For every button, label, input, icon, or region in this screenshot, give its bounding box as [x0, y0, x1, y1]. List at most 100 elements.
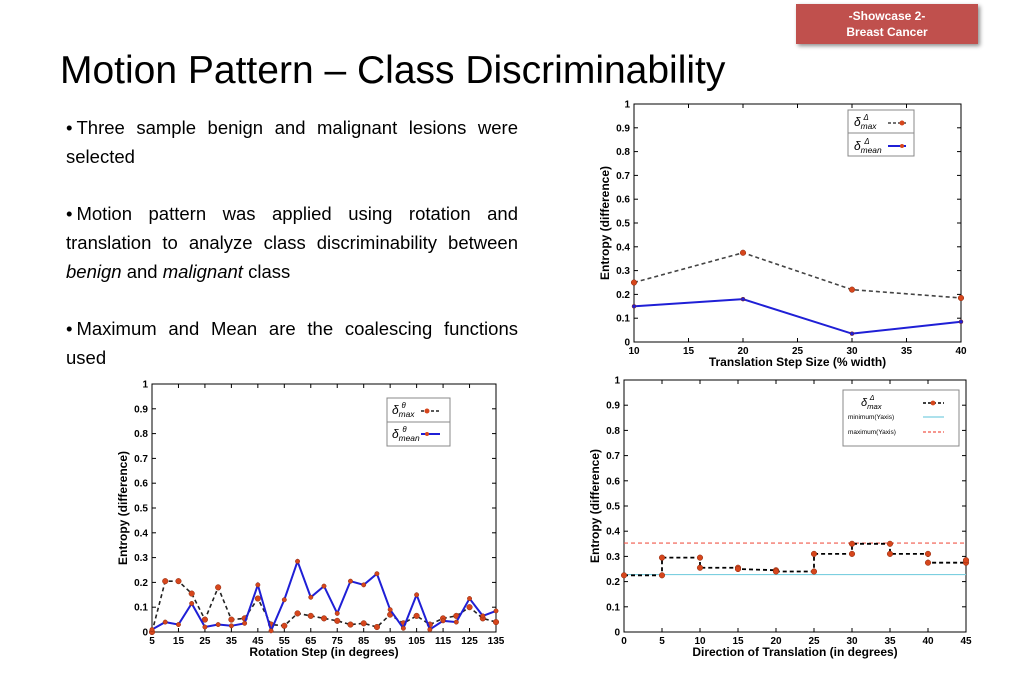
data-point: [658, 554, 666, 561]
x-tick-label: 125: [461, 636, 478, 647]
data-point: [175, 578, 182, 585]
x-tick-label: 75: [332, 636, 344, 647]
x-tick-label: 20: [737, 346, 749, 357]
x-tick-label: 85: [358, 636, 370, 647]
data-point: [188, 590, 195, 597]
data-point: [620, 572, 628, 579]
data-point: [631, 304, 637, 309]
data-point: [493, 608, 499, 614]
y-tick-label: 0.1: [606, 602, 620, 613]
x-tick-label: 35: [901, 346, 913, 357]
x-tick-label: 20: [770, 636, 782, 647]
y-tick-label: 0.7: [134, 454, 148, 465]
x-tick-label: 40: [955, 346, 967, 357]
x-axis-label: Direction of Translation (in degrees): [692, 645, 897, 659]
y-tick-label: 0.4: [616, 242, 630, 253]
data-point: [414, 592, 420, 598]
data-point: [373, 623, 380, 631]
bullet-emphasis: malignant: [162, 261, 243, 282]
x-tick-label: 5: [149, 636, 155, 647]
y-tick-label: 0.3: [606, 552, 620, 563]
y-tick-label: 0.7: [606, 451, 620, 462]
data-point: [215, 622, 221, 628]
showcase-badge: -Showcase 2- Breast Cancer: [796, 4, 978, 44]
bullet-item: • Maximum and Mean are the coalescing fun…: [66, 318, 518, 368]
x-tick-label: 25: [808, 636, 820, 647]
rotation-step-chart: 00.10.20.30.40.50.60.70.80.915 15 25 35 45 55…: [116, 380, 504, 660]
slide-title: Motion Pattern – Class Discriminability: [60, 49, 726, 92]
data-point: [374, 571, 380, 577]
data-point: [658, 572, 666, 579]
x-axis-label: Rotation Step (in degrees): [249, 645, 398, 659]
data-point: [962, 557, 970, 564]
data-point: [242, 620, 248, 626]
x-tick-label: 35: [884, 636, 896, 647]
legend-label: maximum(Yaxis): [848, 429, 896, 436]
series-max: [148, 578, 500, 636]
data-point: [281, 597, 287, 603]
data-point: [440, 618, 446, 624]
data-point: [427, 627, 433, 632]
y-tick-label: 0.5: [616, 219, 630, 230]
data-point: [176, 622, 181, 628]
data-point: [255, 582, 261, 588]
data-point: [492, 619, 500, 626]
legend-marker: [425, 432, 429, 436]
y-tick-label: 1: [614, 376, 620, 387]
x-tick-label: 30: [846, 346, 858, 357]
y-tick-label: 1: [142, 380, 148, 391]
data-point: [308, 594, 314, 600]
x-tick-label: 105: [408, 636, 425, 647]
x-tick-label: 40: [922, 636, 934, 647]
data-point: [162, 578, 169, 585]
data-point: [348, 578, 353, 584]
data-point: [848, 540, 856, 547]
bullet-text: class: [242, 261, 291, 282]
y-tick-label: 0.1: [616, 314, 630, 325]
legend-marker: [899, 120, 905, 126]
data-point: [739, 249, 747, 256]
data-point: [849, 331, 855, 336]
data-point: [696, 554, 704, 561]
y-tick-label: 0: [624, 338, 630, 349]
data-point: [630, 279, 638, 286]
data-point: [228, 616, 235, 623]
x-tick-label: 25: [792, 346, 804, 357]
data-point: [466, 604, 473, 611]
data-point: [734, 565, 742, 573]
y-tick-label: 1: [624, 100, 630, 111]
x-tick-label: 15: [732, 636, 744, 647]
legend-label: minimum(Yaxis): [848, 414, 894, 421]
x-tick-label: 135: [488, 636, 504, 647]
data-point: [320, 615, 328, 622]
x-tick-label: 0: [621, 636, 627, 647]
bullet-text: Three sample benign and malignant lesion…: [66, 117, 518, 167]
y-tick-label: 0.9: [606, 401, 620, 412]
data-point: [886, 550, 894, 557]
x-tick-label: 45: [960, 636, 972, 647]
y-tick-label: 0.2: [606, 577, 620, 588]
data-point: [400, 625, 406, 631]
data-point: [360, 620, 367, 627]
data-point: [740, 296, 746, 302]
data-point: [202, 624, 208, 630]
data-point: [467, 596, 472, 601]
data-point: [453, 619, 459, 625]
x-tick-label: 35: [226, 636, 238, 647]
series-max-line: [151, 580, 497, 633]
series-max-line: [633, 251, 962, 299]
data-point: [810, 550, 818, 557]
data-point: [413, 612, 420, 619]
bullet-item: • Three sample benign and malignant lesio…: [66, 117, 518, 167]
data-point: [924, 550, 932, 557]
data-point: [848, 550, 856, 557]
x-tick-label: 45: [252, 636, 264, 647]
data-point: [149, 627, 155, 632]
data-point: [848, 286, 856, 293]
x-axis-label: Translation Step Size (% width): [709, 355, 886, 369]
x-tick-label: 55: [279, 636, 291, 647]
y-tick-label: 0.7: [616, 171, 630, 182]
data-point: [696, 564, 704, 571]
data-point: [886, 540, 894, 547]
